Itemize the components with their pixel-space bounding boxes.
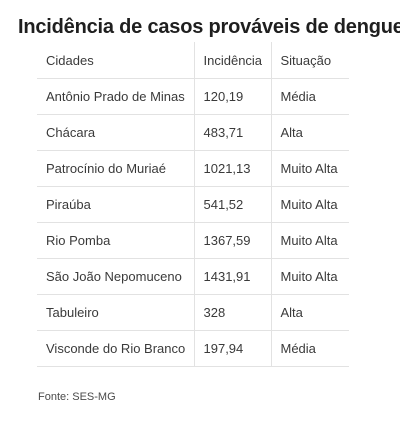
table-cell-status: Alta — [270, 114, 349, 151]
table-cell-city: Patrocínio do Muriaé — [37, 150, 194, 187]
table-row: Chácara 483,71 Alta — [37, 114, 349, 151]
table-row: Patrocínio do Muriaé 1021,13 Muito Alta — [37, 150, 349, 187]
table-cell-incidence: 483,71 — [193, 114, 271, 151]
table-cell-city: Visconde do Rio Branco — [37, 330, 194, 367]
column-header-situacao: Situação — [270, 42, 349, 79]
table-cell-incidence: 120,19 — [193, 78, 271, 115]
table-row: Tabuleiro 328 Alta — [37, 294, 349, 331]
table-cell-status: Muito Alta — [270, 150, 349, 187]
table-cell-status: Média — [270, 330, 349, 367]
table-cell-city: Rio Pomba — [37, 222, 194, 259]
table-cell-status: Muito Alta — [270, 186, 349, 223]
table-cell-incidence: 197,94 — [193, 330, 271, 367]
table-cell-incidence: 1367,59 — [193, 222, 271, 259]
table-cell-city: Tabuleiro — [37, 294, 194, 331]
table-cell-status: Alta — [270, 294, 349, 331]
table-cell-incidence: 1431,91 — [193, 258, 271, 295]
source-note: Fonte: SES-MG — [38, 391, 116, 403]
table-row: São João Nepomuceno 1431,91 Muito Alta — [37, 258, 349, 295]
table-header-row: Cidades Incidência Situação — [37, 42, 349, 79]
table-cell-status: Muito Alta — [270, 258, 349, 295]
table-row: Piraúba 541,52 Muito Alta — [37, 186, 349, 223]
incidence-table: Cidades Incidência Situação Antônio Prad… — [37, 42, 349, 367]
chart-title: Incidência de casos prováveis de dengue — [18, 16, 400, 38]
table-cell-status: Muito Alta — [270, 222, 349, 259]
table-cell-city: Piraúba — [37, 186, 194, 223]
column-header-cidades: Cidades — [37, 42, 194, 79]
table-cell-city: Chácara — [37, 114, 194, 151]
table-row: Rio Pomba 1367,59 Muito Alta — [37, 222, 349, 259]
table-cell-status: Média — [270, 78, 349, 115]
table-row: Antônio Prado de Minas 120,19 Média — [37, 78, 349, 115]
table-row: Visconde do Rio Branco 197,94 Média — [37, 330, 349, 367]
table-cell-incidence: 328 — [193, 294, 271, 331]
table-cell-incidence: 541,52 — [193, 186, 271, 223]
table-cell-city: Antônio Prado de Minas — [37, 78, 194, 115]
column-header-incidencia: Incidência — [193, 42, 271, 79]
table-cell-incidence: 1021,13 — [193, 150, 271, 187]
table-cell-city: São João Nepomuceno — [37, 258, 194, 295]
